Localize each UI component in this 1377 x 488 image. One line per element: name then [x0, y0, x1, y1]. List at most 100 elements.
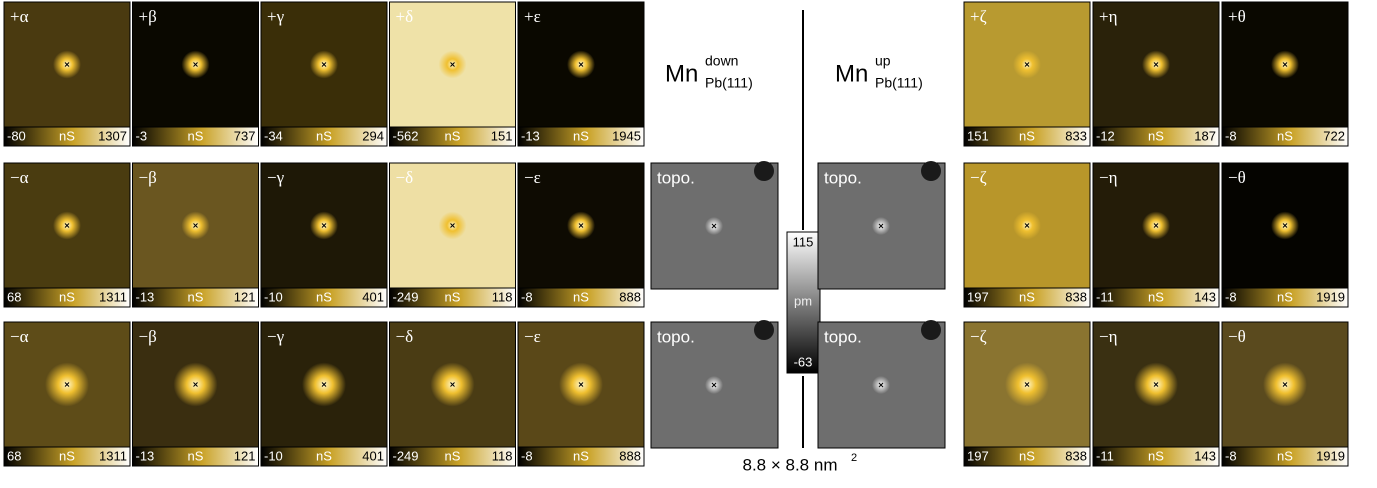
color-bar-unit: nS [1277, 289, 1293, 304]
color-bar-unit: nS [316, 289, 332, 304]
color-bar-unit: nS [1148, 128, 1164, 143]
scale-min: -63 [794, 354, 813, 369]
color-bar-max: 187 [1194, 128, 1216, 143]
panel-label: −θ [1228, 168, 1246, 187]
mn-down-sup: down [705, 53, 738, 69]
color-bar-max: 143 [1194, 289, 1216, 304]
topo-defect [921, 320, 941, 340]
color-bar-unit: nS [1019, 448, 1035, 463]
figure: Mn down Pb(111) Mn up Pb(111) 115 pm -63… [0, 0, 1377, 483]
mn-down-base: Mn [665, 60, 698, 87]
scale-unit: pm [794, 293, 812, 308]
panel-label: −α [10, 168, 29, 187]
color-bar-min: -8 [1225, 289, 1237, 304]
scale-max: 115 [793, 234, 814, 249]
color-bar-unit: nS [316, 128, 332, 143]
color-bar-min: -8 [521, 448, 533, 463]
topo-label: topo. [657, 327, 695, 346]
panel-label: −η [1099, 168, 1117, 187]
topo-label: topo. [824, 327, 862, 346]
mn-down-sub: Pb(111) [705, 75, 753, 91]
mn-up-base: Mn [835, 60, 868, 87]
color-bar-min: -80 [7, 128, 26, 143]
panel-label: −γ [267, 327, 285, 346]
color-bar-min: -13 [521, 128, 540, 143]
color-bar-max: 838 [1065, 448, 1087, 463]
color-bar-unit: nS [573, 448, 589, 463]
size-label: 8.8 × 8.8 nm [743, 455, 838, 474]
color-bar-unit: nS [59, 289, 75, 304]
color-bar-min: -8 [1225, 448, 1237, 463]
panel-label: +α [10, 7, 29, 26]
panel-label: +ε [524, 7, 541, 26]
color-bar-max: 121 [234, 289, 256, 304]
color-bar-unit: nS [59, 448, 75, 463]
color-bar-unit: nS [573, 128, 589, 143]
color-bar-max: 888 [619, 448, 641, 463]
color-bar-unit: nS [1148, 289, 1164, 304]
color-bar-max: 121 [234, 448, 256, 463]
panel-label: −δ [396, 327, 414, 346]
color-bar-max: 151 [491, 128, 513, 143]
color-bar-max: 838 [1065, 289, 1087, 304]
panel-label: +β [139, 7, 157, 26]
panel-label: +δ [396, 7, 414, 26]
color-bar-max: 1311 [99, 448, 127, 463]
panel-label: −θ [1228, 327, 1246, 346]
color-bar-max: 294 [362, 128, 384, 143]
color-bar-unit: nS [1019, 128, 1035, 143]
panel-label: −η [1099, 327, 1117, 346]
color-bar-min: -34 [264, 128, 283, 143]
color-bar-unit: nS [188, 448, 204, 463]
color-bar-min: -10 [264, 289, 283, 304]
panel-label: −δ [396, 168, 414, 187]
color-bar-max: 722 [1323, 128, 1345, 143]
color-bar-max: 143 [1194, 448, 1216, 463]
color-bar-max: 1307 [98, 128, 127, 143]
panel-label: +ζ [970, 7, 987, 26]
panel-label: −α [10, 327, 29, 346]
size-label-sup: 2 [851, 452, 857, 464]
color-bar-min: -8 [521, 289, 533, 304]
color-bar-min: 197 [967, 289, 989, 304]
panel-label: −ε [524, 327, 541, 346]
color-bar-unit: nS [445, 289, 461, 304]
color-bar-max: 1945 [612, 128, 641, 143]
color-bar-unit: nS [1277, 128, 1293, 143]
color-bar-max: 118 [492, 448, 513, 463]
color-bar-max: 1311 [99, 289, 127, 304]
panel-label: −ε [524, 168, 541, 187]
color-bar-unit: nS [188, 289, 204, 304]
color-bar-min: -8 [1225, 128, 1237, 143]
color-bar-unit: nS [445, 128, 461, 143]
color-bar-unit: nS [188, 128, 204, 143]
color-bar-min: 151 [967, 128, 989, 143]
panel-label: −β [139, 168, 157, 187]
color-bar-min: 68 [7, 289, 21, 304]
color-bar-unit: nS [1148, 448, 1164, 463]
color-bar-min: -249 [393, 448, 419, 463]
color-bar-max: 401 [362, 448, 384, 463]
color-bar-min: 197 [967, 448, 989, 463]
color-bar-min: -13 [136, 289, 155, 304]
color-bar-max: 401 [362, 289, 384, 304]
color-bar-max: 1919 [1316, 289, 1345, 304]
color-bar-max: 833 [1065, 128, 1087, 143]
panel-label: −γ [267, 168, 285, 187]
mn-up-sup: up [875, 53, 891, 69]
panel-label: −ζ [970, 168, 987, 187]
topo-defect [921, 161, 941, 181]
topo-label: topo. [824, 168, 862, 187]
color-bar-min: -11 [1096, 289, 1114, 304]
topo-defect [754, 161, 774, 181]
color-bar-max: 737 [234, 128, 256, 143]
color-bar-min: -3 [136, 128, 148, 143]
color-bar-min: -10 [264, 448, 283, 463]
panel-label: −ζ [970, 327, 987, 346]
color-bar-unit: nS [1277, 448, 1293, 463]
panel-label: −β [139, 327, 157, 346]
panel-label: +η [1099, 7, 1117, 26]
panel-label: +θ [1228, 7, 1246, 26]
color-bar-max: 888 [619, 289, 641, 304]
color-bar-max: 118 [492, 289, 513, 304]
